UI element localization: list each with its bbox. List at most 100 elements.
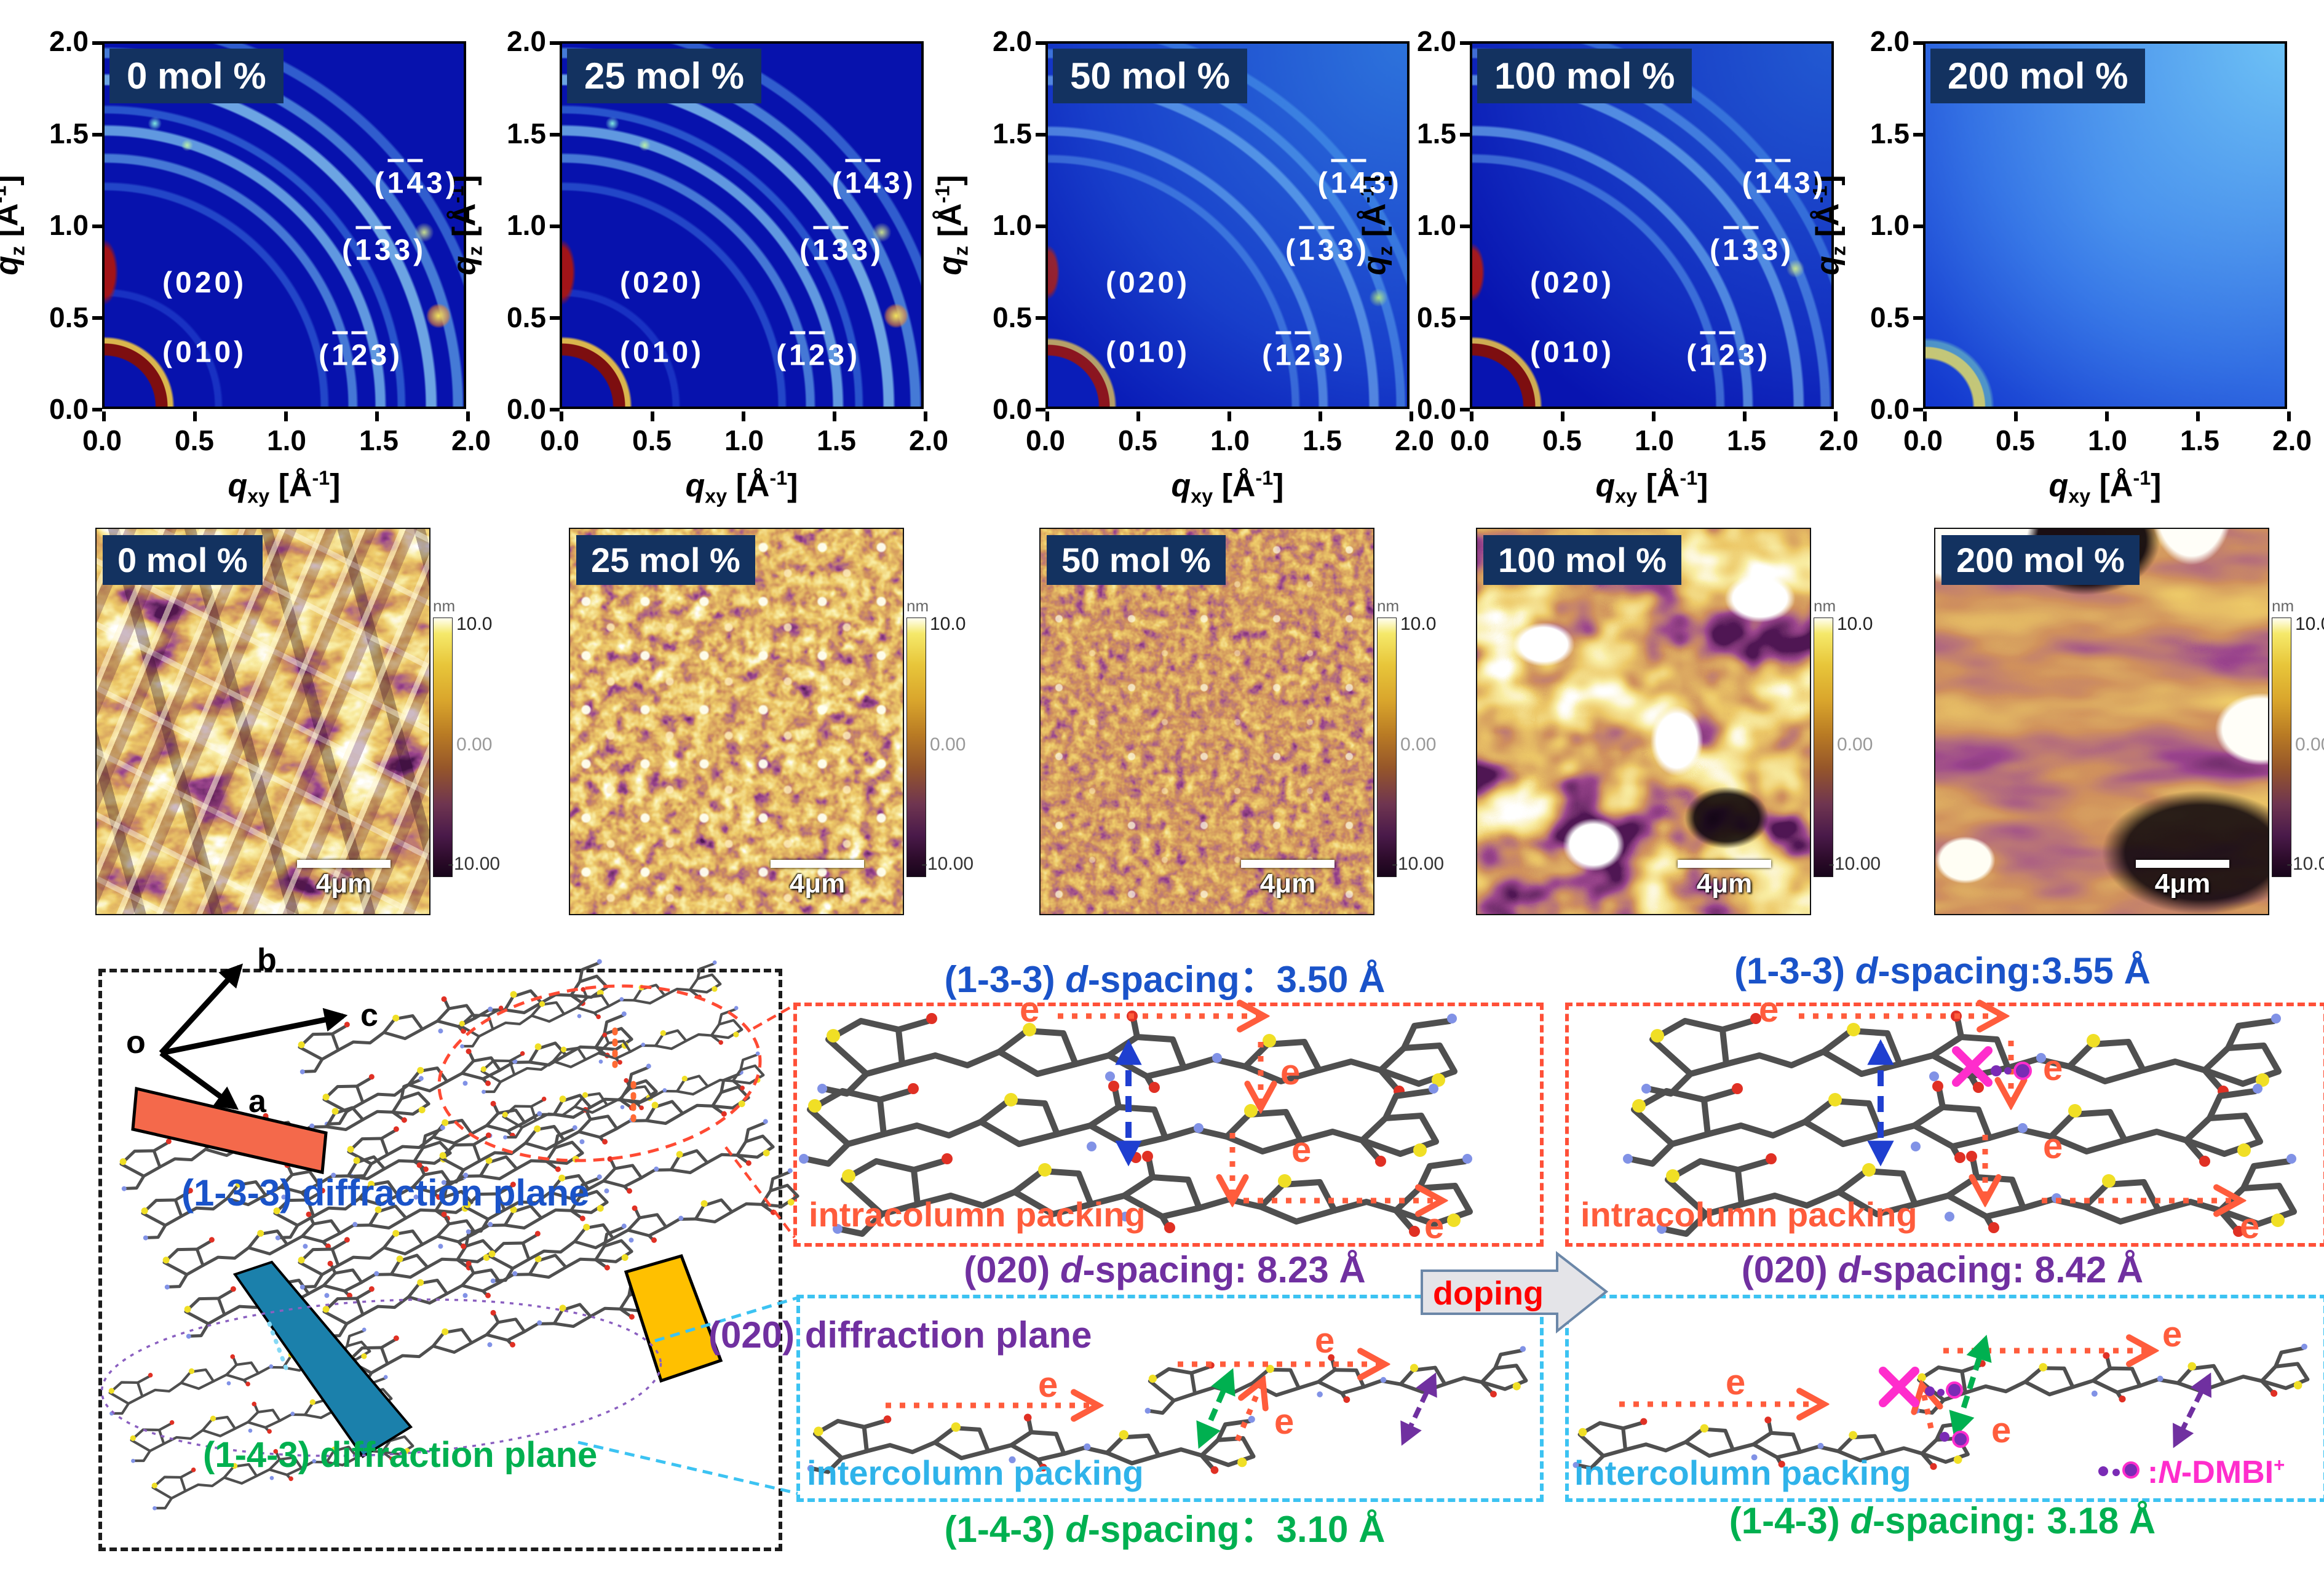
x-tick-marks	[1045, 411, 1413, 421]
d-spacing-143-undoped: (1-4-3) d-spacing：3.10 Å	[944, 1509, 1386, 1550]
dopant-concentration-badge: 200 mol %	[1941, 535, 2140, 585]
peak-annotation: (020)	[620, 266, 702, 300]
scale-bar	[771, 860, 864, 868]
y-tick-marks	[1913, 41, 1923, 411]
colorbar-mid: 0.00	[2295, 734, 2324, 755]
giwaxs-panel: qz [Å-1] 2.0 1.5 1.0 0.5 0.0 200 mol % 0.0 0.…	[1809, 25, 2312, 507]
giwaxs-panel: qz [Å-1] 2.0 1.5 1.0 0.5 0.0 100 mol % (020)…	[1356, 25, 1858, 507]
peak-annotation: (143)	[831, 159, 914, 200]
e-label: e	[1315, 1321, 1335, 1361]
afm-texture-overlay	[97, 529, 429, 914]
dopant-concentration-badge: 25 mol %	[567, 49, 762, 103]
giwaxs-panel: qz [Å-1] 2.0 1.5 1.0 0.5 0.0 25 mol % (020)(…	[446, 25, 948, 507]
dopant-concentration-badge: 50 mol %	[1047, 535, 1226, 585]
d-spacing-143-doped: (1-4-3) d-spacing: 3.18 Å	[1729, 1500, 2156, 1541]
y-tick-marks	[1036, 41, 1045, 411]
e-label: e	[1991, 1410, 2012, 1450]
intercolumn-label-undoped: intercolumn packing	[807, 1453, 1144, 1492]
e-label: e	[1020, 990, 1040, 1030]
plane-133-label: (1-3-3) diffraction plane	[181, 1172, 590, 1214]
colorbar-max: 10.0	[930, 614, 966, 634]
peak-annotation: (010)	[1530, 336, 1612, 368]
intercolumn-label-doped: intercolumn packing	[1574, 1453, 1911, 1492]
scale-bar-label: 4μm	[1259, 868, 1316, 899]
peak-annotation: (123)	[319, 331, 401, 372]
x-tick-labels: 0.0 0.5 1.0 1.5 2.0	[1903, 424, 2312, 456]
colorbar-unit: nm	[906, 597, 929, 615]
e-label: e	[2043, 1126, 2063, 1166]
d-spacing-133-undoped: (1-3-3) d-spacing：3.50 Å	[944, 959, 1386, 1000]
afm-image: 100 mol % 4μm	[1476, 528, 1811, 915]
afm-image: 25 mol % 4μm	[569, 528, 904, 915]
giwaxs-pattern: 25 mol % (020) (010) (123) (133) (143)	[560, 41, 924, 409]
afm-texture-overlay	[1935, 529, 2268, 914]
height-colorbar	[2272, 618, 2291, 877]
x-tick-labels: 0.0 0.5 1.0 1.5 2.0	[1450, 424, 1858, 456]
colorbar-max: 10.0	[1837, 614, 1873, 634]
d-spacing-020-undoped: (020) d-spacing: 8.23 Å	[964, 1249, 1366, 1290]
peak-annotation: (123)	[1262, 331, 1344, 372]
colorbar-unit: nm	[433, 597, 456, 615]
colorbar-min: -10.00	[448, 854, 501, 874]
peak-annotation: (010)	[1106, 336, 1188, 368]
scale-bar-label: 4μm	[315, 868, 372, 899]
afm-texture-overlay	[570, 529, 903, 914]
x-tick-marks	[102, 411, 470, 421]
peak-annotation: (123)	[776, 331, 859, 372]
y-tick-marks	[1460, 41, 1470, 411]
intracolumn-label-undoped: intracolumn packing	[809, 1195, 1146, 1234]
peak-annotation: (143)	[1742, 159, 1824, 200]
doping-label: doping	[1433, 1275, 1544, 1312]
peak-annotation: (143)	[374, 159, 456, 200]
colorbar-min: -10.00	[2286, 854, 2324, 874]
dopant-concentration-badge: 0 mol %	[109, 49, 284, 103]
afm-panel: 25 mol % 4μm nm 10.0 0.00 -10.00	[569, 528, 974, 915]
plane-020-label: (020) diffraction plane	[708, 1314, 1092, 1356]
height-colorbar	[906, 618, 926, 877]
ndmbi-legend-label: :N-DMBI+	[2148, 1454, 2285, 1490]
colorbar-unit: nm	[1377, 597, 1400, 615]
giwaxs-panel: qz [Å-1] 2.0 1.5 1.0 0.5 0.0 50 mol % (020)(…	[932, 25, 1434, 507]
scale-bar-label: 4μm	[1696, 868, 1753, 899]
peak-annotation: (020)	[162, 266, 245, 300]
scale-bar	[297, 860, 391, 868]
x-tick-labels: 0.0 0.5 1.0 1.5 2.0	[1026, 424, 1434, 456]
afm-texture-overlay	[1041, 529, 1373, 914]
x-axis-label: qxy [Å-1]	[685, 467, 798, 507]
x-tick-labels: 0.0 0.5 1.0 1.5 2.0	[82, 424, 491, 456]
peak-annotation: (010)	[162, 336, 245, 368]
colorbar-unit: nm	[2272, 597, 2294, 615]
dopant-concentration-badge: 200 mol %	[1930, 49, 2146, 103]
e-label: e	[1291, 1130, 1312, 1170]
colorbar-mid: 0.00	[1837, 734, 1873, 755]
colorbar-mid: 0.00	[930, 734, 966, 755]
e-label: e	[1280, 1052, 1301, 1092]
colorbar-mid: 0.00	[456, 734, 493, 755]
height-colorbar	[433, 618, 453, 877]
dopant-concentration-badge: 100 mol %	[1477, 49, 1692, 103]
e-label: e	[1424, 1206, 1445, 1246]
peak-annotation: (143)	[1317, 159, 1400, 200]
height-colorbar	[1377, 618, 1397, 877]
e-label: e	[1759, 990, 1779, 1030]
d-spacing-133-doped: (1-3-3) d-spacing:3.55 Å	[1734, 950, 2151, 991]
e-label: e	[1274, 1402, 1295, 1442]
colorbar-min: -10.00	[921, 854, 974, 874]
afm-image: 50 mol % 4μm	[1039, 528, 1374, 915]
peak-annotation: (020)	[1530, 266, 1612, 300]
afm-texture-overlay	[1477, 529, 1810, 914]
y-tick-labels: 2.0 1.5 1.0 0.5 0.0	[49, 25, 89, 425]
y-tick-labels: 2.0 1.5 1.0 0.5 0.0	[993, 25, 1032, 425]
intracolumn-box-undoped	[793, 1003, 1544, 1247]
dopant-concentration-badge: 25 mol %	[576, 535, 755, 585]
intracolumn-label-doped: intracolumn packing	[1580, 1195, 1917, 1234]
peak-annotation: (123)	[1686, 331, 1769, 372]
scale-bar-label: 4μm	[789, 868, 846, 899]
afm-panel: 50 mol % 4μm nm 10.0 0.00 -10.00	[1039, 528, 1444, 915]
e-label: e	[2043, 1048, 2063, 1088]
dopant-concentration-badge: 50 mol %	[1053, 49, 1248, 103]
intercolumn-box-undoped	[796, 1295, 1544, 1502]
colorbar-min: -10.00	[1828, 854, 1881, 874]
afm-image: 200 mol % 4μm	[1934, 528, 2269, 915]
colorbar-mid: 0.00	[1400, 734, 1437, 755]
